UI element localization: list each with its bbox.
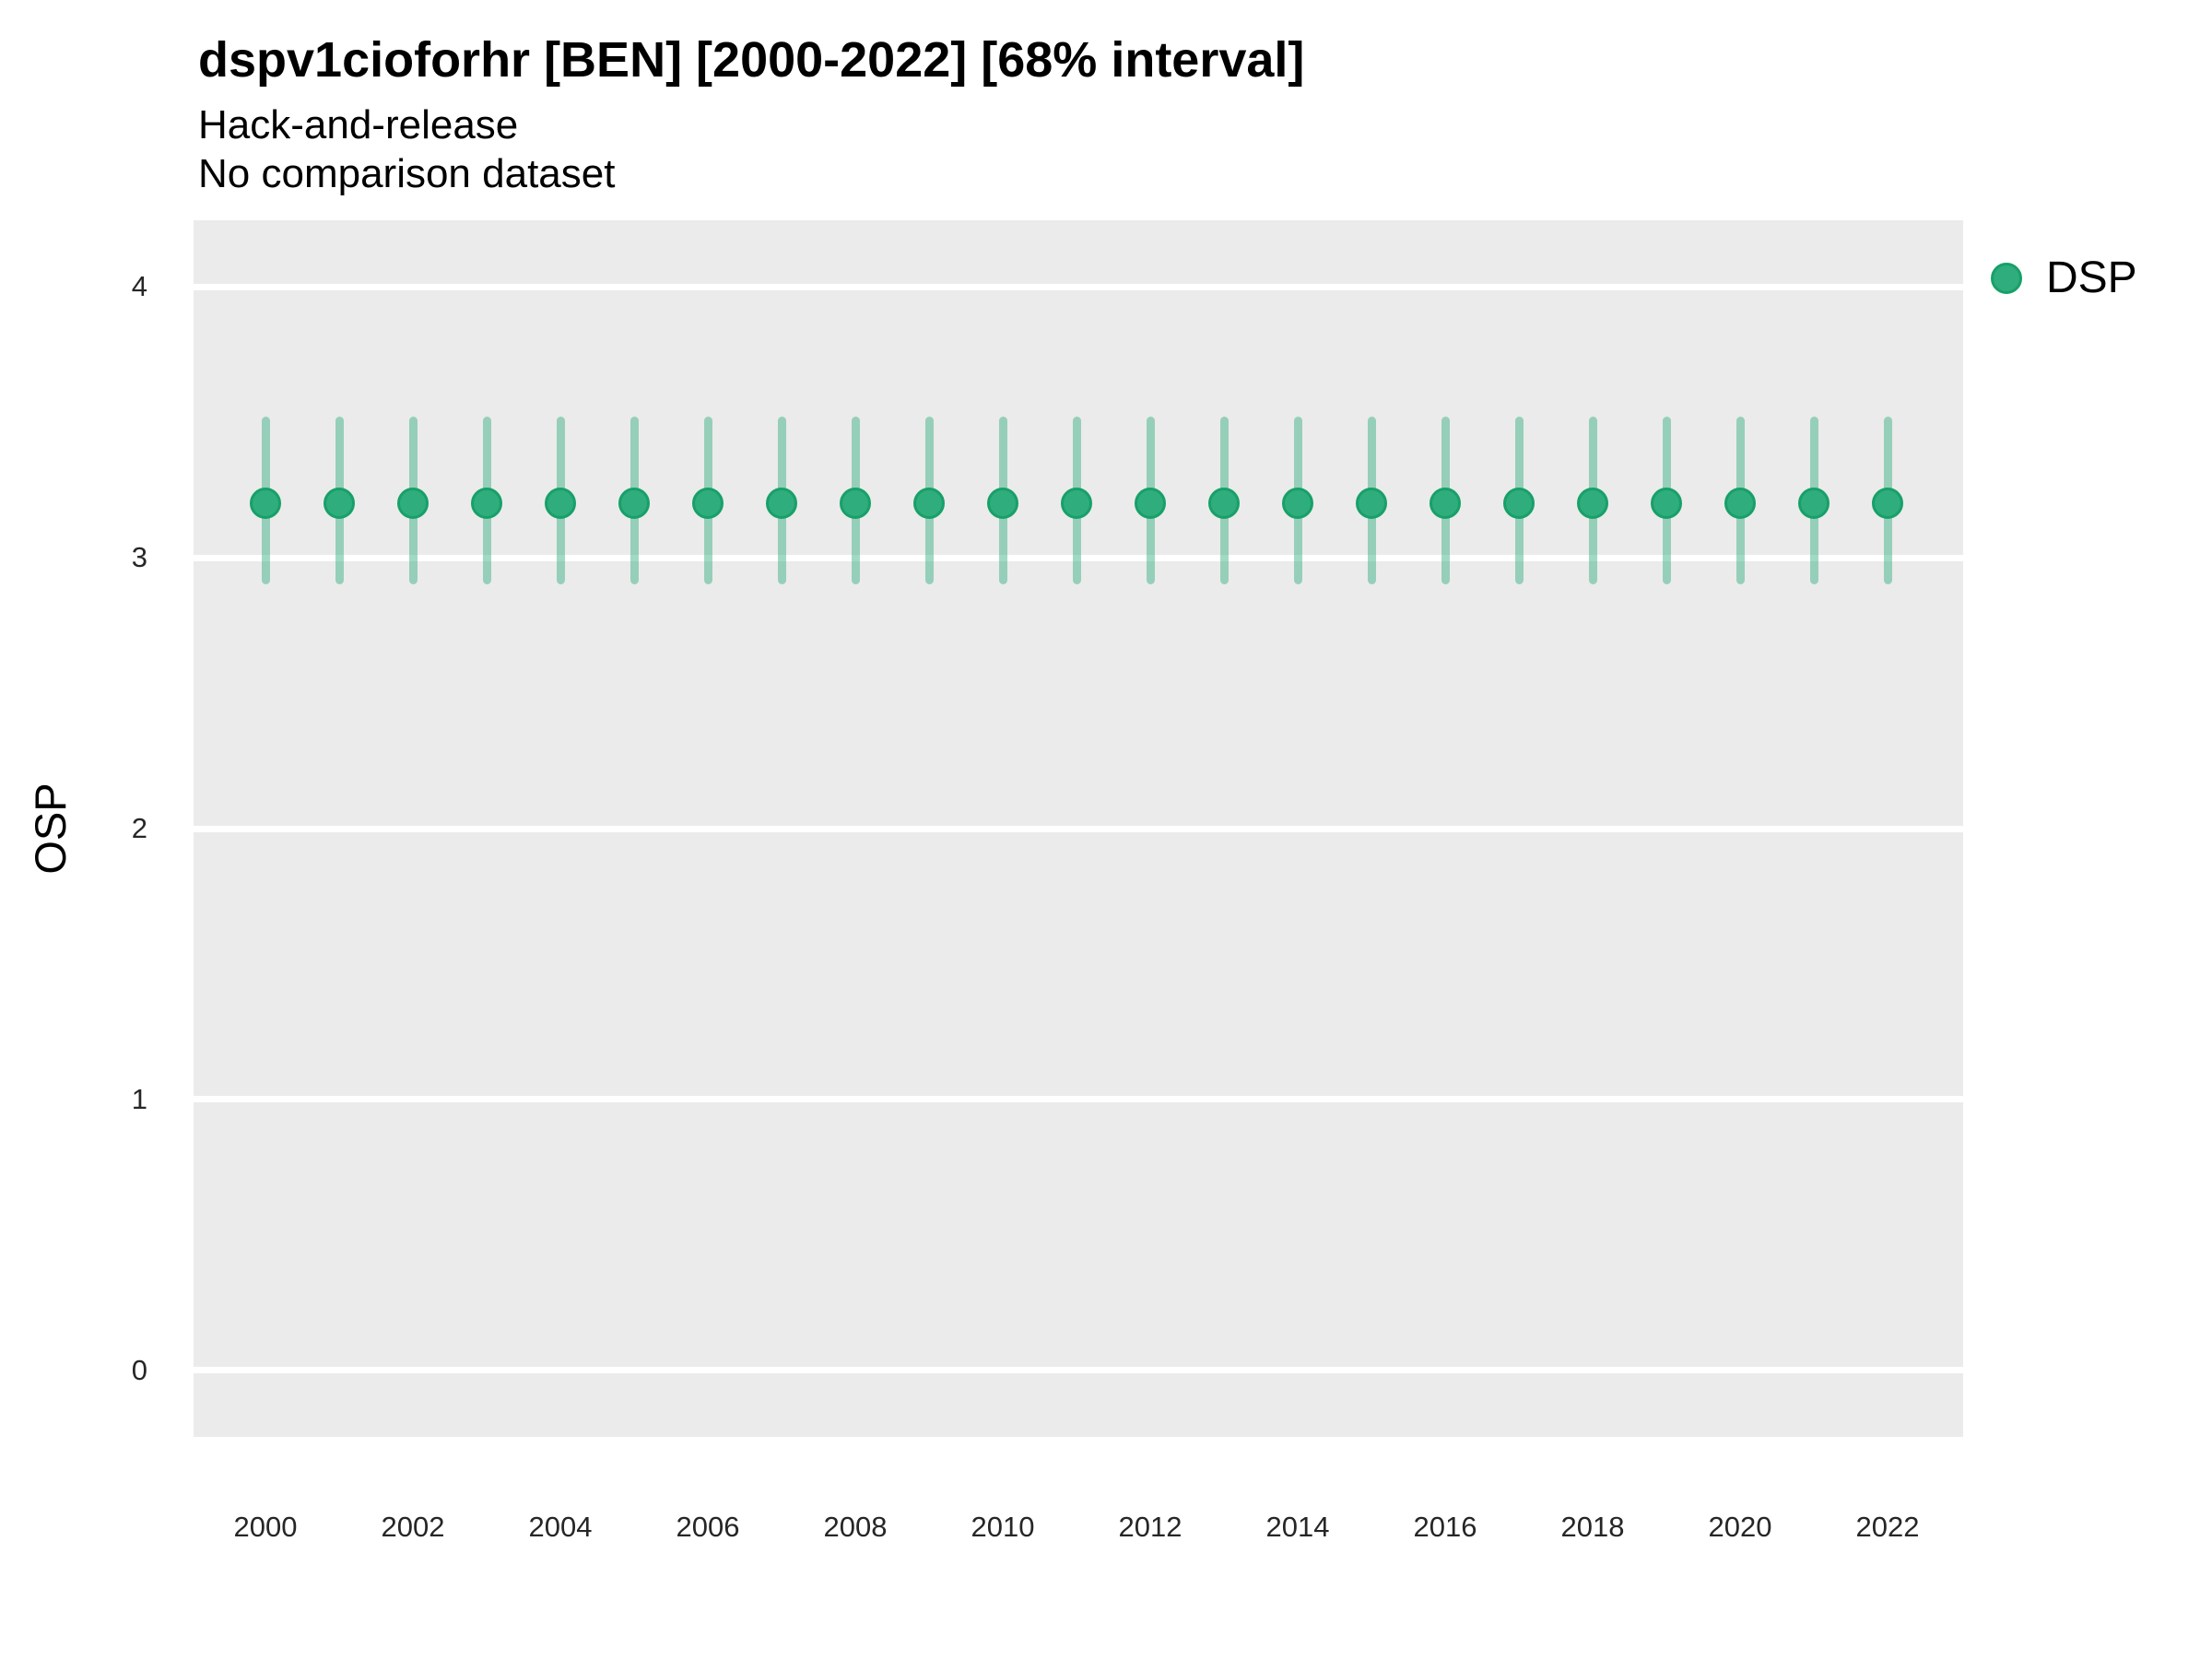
data-point-2003 xyxy=(471,488,502,520)
data-point-2021 xyxy=(1798,488,1830,520)
gridline-y-3 xyxy=(194,554,1963,561)
y-tick-label-4: 4 xyxy=(131,270,147,303)
data-point-2010 xyxy=(987,488,1018,520)
data-point-2016 xyxy=(1430,488,1461,520)
y-tick-label-2: 2 xyxy=(131,812,147,844)
chart-subtitle-line-1: Hack-and-release xyxy=(198,102,519,147)
data-point-2022 xyxy=(1872,488,1903,520)
gridline-y-0 xyxy=(194,1367,1963,1374)
x-tick-label-2012: 2012 xyxy=(1118,1511,1182,1543)
data-point-2017 xyxy=(1503,488,1535,520)
legend-label-dsp: DSP xyxy=(2046,253,2137,302)
x-tick-label-2006: 2006 xyxy=(676,1511,740,1543)
x-tick-label-2016: 2016 xyxy=(1413,1511,1477,1543)
data-point-2006 xyxy=(692,488,724,520)
plot-panel xyxy=(194,220,1963,1437)
data-point-2015 xyxy=(1356,488,1387,520)
data-point-2012 xyxy=(1135,488,1166,520)
legend: DSP xyxy=(1991,253,2137,303)
data-point-2014 xyxy=(1282,488,1313,520)
data-point-2008 xyxy=(840,488,871,520)
data-point-2005 xyxy=(618,488,650,520)
y-tick-label-1: 1 xyxy=(131,1082,147,1115)
data-point-2007 xyxy=(766,488,797,520)
gridline-y-1 xyxy=(194,1096,1963,1103)
data-point-2009 xyxy=(913,488,945,520)
y-tick-label-0: 0 xyxy=(131,1353,147,1386)
gridline-y-2 xyxy=(194,825,1963,832)
x-tick-label-2008: 2008 xyxy=(823,1511,888,1543)
data-point-2000 xyxy=(250,488,281,520)
y-tick-label-3: 3 xyxy=(131,541,147,573)
data-point-2013 xyxy=(1208,488,1240,520)
x-tick-label-2004: 2004 xyxy=(528,1511,593,1543)
data-point-2004 xyxy=(545,488,576,520)
gridline-y-4 xyxy=(194,283,1963,290)
legend-marker-dsp-icon xyxy=(1991,262,2022,294)
x-tick-label-2002: 2002 xyxy=(381,1511,445,1543)
data-point-2020 xyxy=(1724,488,1756,520)
data-point-2011 xyxy=(1061,488,1092,520)
chart-title: dspv1cioforhr [BEN] [2000-2022] [68% int… xyxy=(198,32,1305,88)
data-point-2018 xyxy=(1577,488,1608,520)
x-tick-label-2018: 2018 xyxy=(1560,1511,1625,1543)
chart-subtitle-line-2: No comparison dataset xyxy=(198,151,616,196)
data-point-2001 xyxy=(324,488,355,520)
data-point-2019 xyxy=(1651,488,1682,520)
x-tick-label-2000: 2000 xyxy=(233,1511,298,1543)
x-tick-label-2022: 2022 xyxy=(1855,1511,1920,1543)
data-point-2002 xyxy=(397,488,429,520)
x-tick-label-2020: 2020 xyxy=(1708,1511,1772,1543)
x-tick-label-2014: 2014 xyxy=(1265,1511,1330,1543)
x-tick-label-2010: 2010 xyxy=(971,1511,1035,1543)
